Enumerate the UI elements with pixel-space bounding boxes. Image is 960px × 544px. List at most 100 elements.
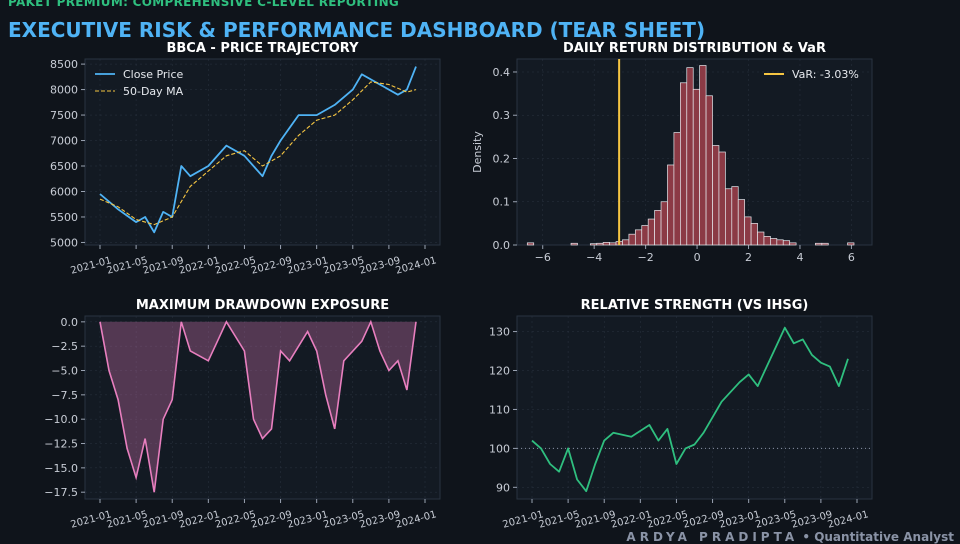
histogram-bar [705,95,713,246]
histogram-bar [570,242,578,246]
y-tick-label: 100 [489,442,510,455]
histogram-bar [750,223,758,246]
y-tick-label: −17.5 [44,486,78,499]
legend-label-var: VaR: -3.03% [792,68,859,81]
plot-area [516,315,873,500]
histogram-bar [699,65,707,246]
histogram-bar [821,242,829,246]
histogram-bar [686,67,694,246]
dashboard-title: EXECUTIVE RISK & PERFORMANCE DASHBOARD (… [8,18,706,42]
y-tick-label: 110 [489,403,510,416]
histogram-bar [609,242,617,246]
y-tick-label: 0.3 [493,109,511,122]
moving-average-line [99,81,417,226]
histogram-bar [731,186,739,246]
y-tick-label: −5.0 [51,365,78,378]
histogram-bar [596,242,604,246]
chart-panel-1: BBCA - PRICE TRAJECTORY2021-012021-05202… [50,41,441,277]
histogram-bar [602,242,610,246]
y-tick-label: −12.5 [44,438,78,451]
histogram-bar [673,132,681,246]
y-tick-label: 8000 [50,84,78,97]
y-tick-label: 0.1 [493,196,511,209]
histogram-bar [641,225,649,246]
histogram-bar [718,151,726,246]
y-tick-label: 7000 [50,135,78,148]
histogram-bar [770,238,778,246]
histogram-bar [737,199,746,246]
histogram-bar [634,229,643,246]
y-tick-label: −10.0 [44,413,78,426]
y-tick-label: 6000 [50,185,78,198]
y-tick-label: 0.0 [493,239,511,252]
footer-separator: • [802,530,810,544]
y-tick-label: 5500 [50,211,78,224]
author-name: ARDYA PRADIPTA [626,530,799,544]
x-tick-label: 2 [745,251,752,264]
histogram-bar [680,82,688,246]
histogram-bar [628,233,636,246]
histogram-bar [815,242,823,246]
legend-label-close-price: Close Price [123,68,184,81]
x-tick-label: 0 [694,251,701,264]
chart-title: DAILY RETURN DISTRIBUTION & VaR [563,41,826,56]
histogram-bar [757,231,765,246]
chart-title: BBCA - PRICE TRAJECTORY [166,41,359,56]
histogram-bar [725,188,733,246]
histogram-bar [712,145,720,246]
x-tick-label: 2024-01 [827,509,870,530]
histogram-bar [789,242,797,246]
chart-title: MAXIMUM DRAWDOWN EXPOSURE [136,298,389,313]
histogram-bar [654,210,662,246]
histogram-bar [744,216,752,246]
plot-area [84,315,441,500]
histogram-bar [847,242,855,246]
histogram-bar [526,242,535,246]
histogram-bar [589,243,598,246]
x-tick-label: 4 [796,251,803,264]
y-tick-label: 0.2 [493,152,511,165]
chart-panel-3: MAXIMUM DRAWDOWN EXPOSURE2021-012021-052… [44,298,441,531]
histogram-bar [782,240,791,246]
histogram-bar [692,88,700,246]
chart-legend: Close Price 50-Day MA [95,68,184,98]
close-price-line [99,66,417,234]
y-tick-label: 7500 [50,109,78,122]
x-tick-label: −6 [535,251,551,264]
relative-strength-line [531,326,849,493]
y-tick-label: −2.5 [51,340,78,353]
footer-credit: ARDYA PRADIPTA • Quantitative Analyst [626,530,954,544]
y-tick-label: 0.0 [61,316,79,329]
y-tick-label: 0.4 [493,66,511,79]
plot-area [84,58,441,246]
y-axis-label: Density [471,131,484,173]
y-tick-label: 120 [489,365,510,378]
x-tick-label: −4 [586,251,602,264]
y-tick-label: −15.0 [44,462,78,475]
y-tick-label: 130 [489,326,510,339]
drawdown-area [100,321,416,493]
histogram-bar [667,164,675,246]
drawdown-line [99,319,417,493]
x-tick-label: −2 [638,251,654,264]
chart-panel-4: RELATIVE STRENGTH (VS IHSG)2021-012021-0… [489,298,873,531]
chart-panel-2: DAILY RETURN DISTRIBUTION & VaR −6 −4 −2 0 2 4… [471,41,873,264]
author-role: Quantitative Analyst [814,530,954,544]
y-tick-label: 90 [496,481,510,494]
histogram-bar [776,239,784,246]
x-tick-label: 6 [848,251,855,264]
chart-title: RELATIVE STRENGTH (VS IHSG) [581,298,809,313]
histogram-bar [622,239,630,246]
histogram-bar [660,201,668,246]
y-tick-label: 6500 [50,160,78,173]
histogram-bar [763,235,771,246]
y-tick-label: 8500 [50,58,78,71]
histogram-bar [647,218,655,246]
x-tick-label: 2024-01 [395,509,438,530]
y-tick-label: 5000 [50,236,78,249]
y-tick-label: −7.5 [51,389,78,402]
legend-label-moving-average: 50-Day MA [123,85,184,98]
report-kicker: PAKET PREMIUM: COMPREHENSIVE C-LEVEL REP… [8,0,400,9]
x-tick-label: 2024-01 [395,255,438,276]
